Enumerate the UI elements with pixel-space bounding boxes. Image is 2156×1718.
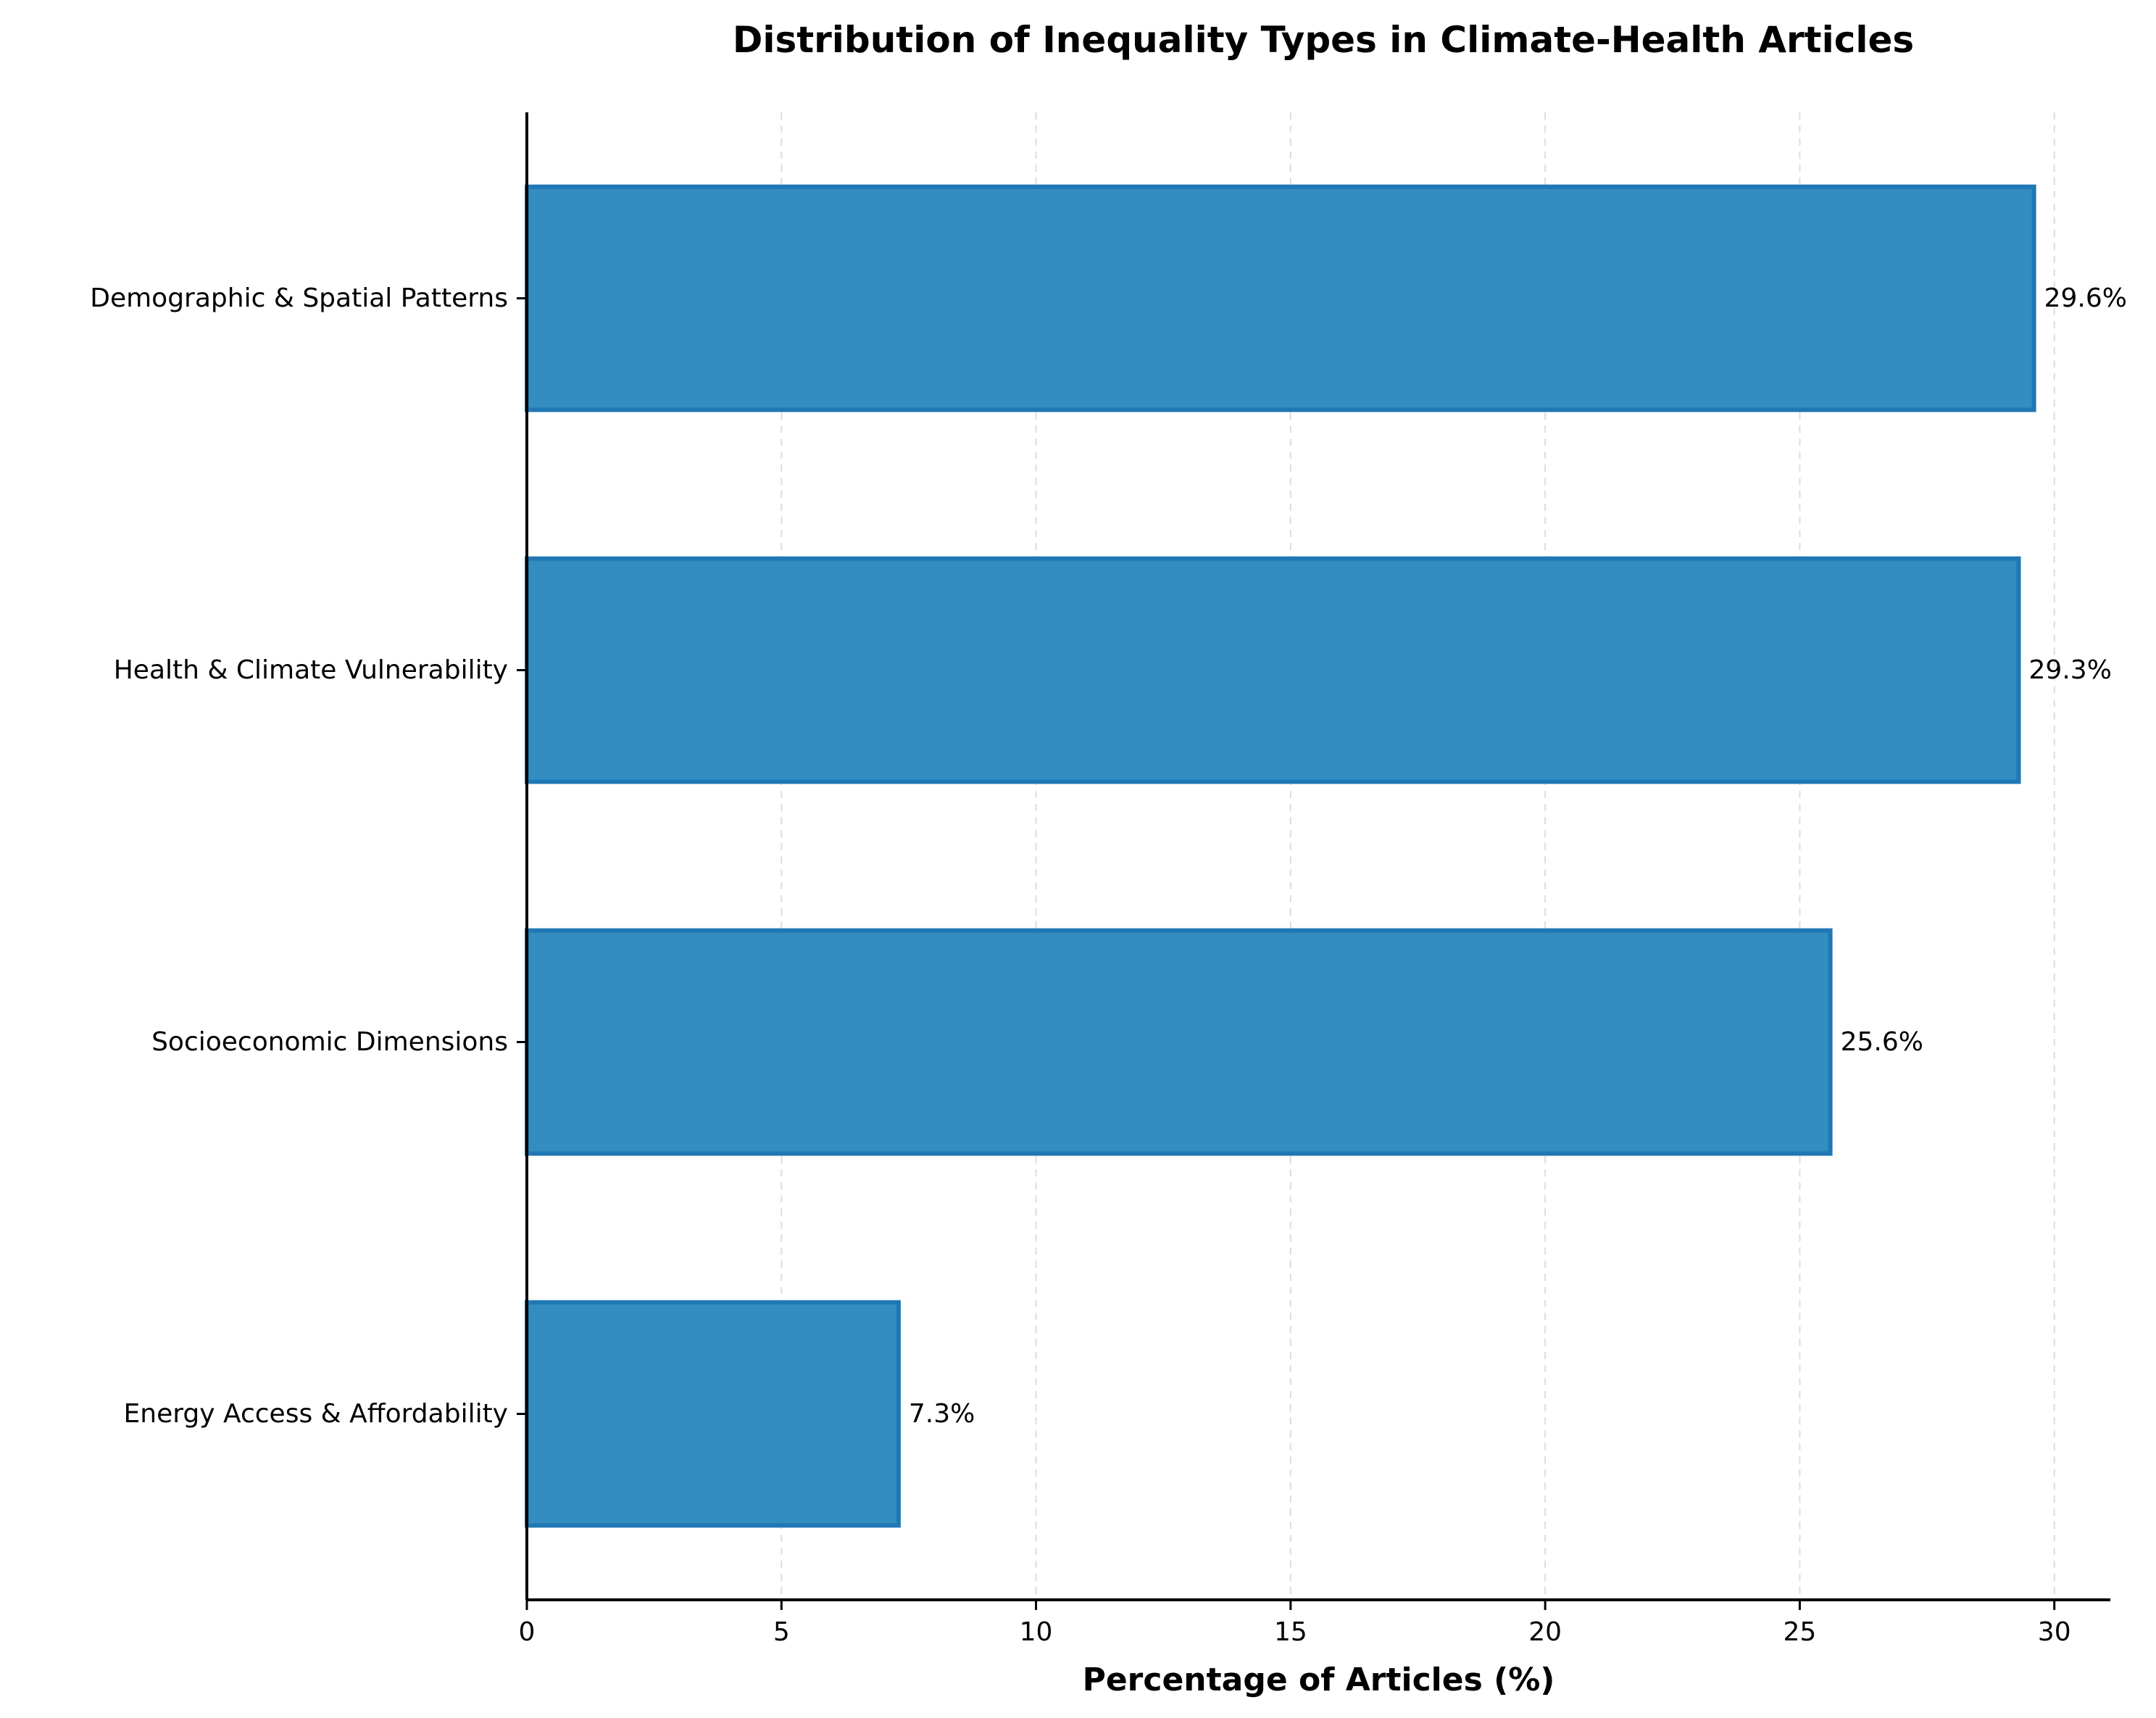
chart-title: Distribution of Inequality Types in Clim…	[733, 19, 1914, 61]
value-label: 29.3%	[2029, 655, 2112, 685]
x-axis-title: Percentage of Articles (%)	[1083, 1661, 1555, 1698]
value-label: 25.6%	[1841, 1027, 1923, 1057]
bar	[525, 184, 2036, 412]
category-label: Demographic & Spatial Patterns	[90, 283, 508, 313]
category-label: Socioeconomic Dimensions	[151, 1027, 508, 1057]
bars	[525, 184, 2036, 1528]
x-tick-label: 5	[773, 1617, 790, 1647]
value-label: 29.6%	[2044, 283, 2127, 313]
axes	[525, 112, 2110, 1601]
bar	[525, 1300, 901, 1528]
bar	[525, 928, 1833, 1156]
value-label: 7.3%	[909, 1399, 975, 1429]
category-label: Health & Climate Vulnerability	[114, 655, 508, 685]
value-labels: 29.6% 29.3% 25.6% 7.3%	[909, 283, 2127, 1429]
bar	[525, 556, 2021, 784]
category-label: Energy Access & Affordability	[124, 1399, 509, 1429]
x-tick-label: 30	[2038, 1617, 2071, 1647]
x-tick-label: 10	[1020, 1617, 1053, 1647]
x-axis-ticks: 0 5 10 15 20 25 30	[519, 1600, 2071, 1647]
y-axis-categories: Demographic & Spatial Patterns Health & C…	[90, 283, 527, 1429]
x-tick-label: 0	[519, 1617, 536, 1647]
x-tick-label: 15	[1274, 1617, 1307, 1647]
x-tick-label: 25	[1784, 1617, 1817, 1647]
x-tick-label: 20	[1528, 1617, 1562, 1647]
